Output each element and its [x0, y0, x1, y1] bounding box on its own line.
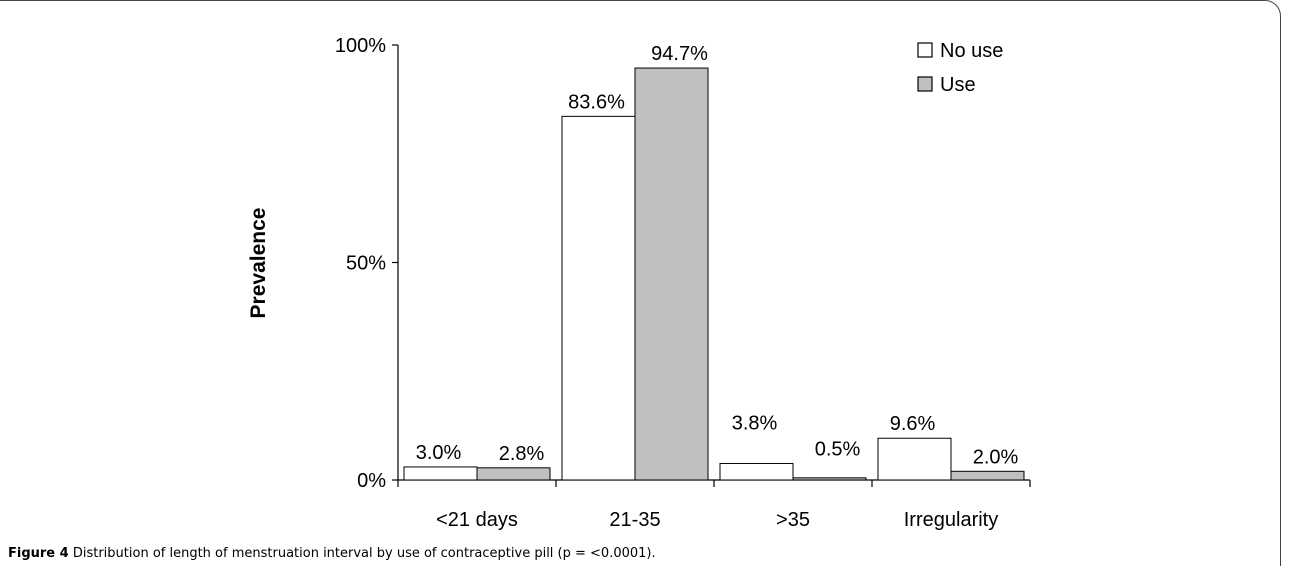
data-label-no-use: 3.0% — [416, 442, 462, 464]
bar-use — [634, 67, 709, 481]
bar-no-use — [561, 115, 636, 481]
data-label-no-use: 83.6% — [568, 91, 625, 113]
y-axis-label: Prevalence — [247, 208, 270, 319]
bar-use — [476, 467, 551, 481]
legend-swatch-use — [917, 76, 933, 92]
axes: 0% 50% 100% <21 days 21-35 >35 Irregularity — [335, 35, 1031, 531]
bar-use — [950, 470, 1025, 481]
bar-no-use — [719, 462, 794, 481]
y-tick-label: 50% — [346, 253, 386, 275]
y-tick-label: 100% — [335, 35, 386, 57]
data-label-no-use: 3.8% — [732, 412, 778, 434]
data-label-use: 2.8% — [499, 443, 545, 465]
data-label-use: 94.7% — [651, 43, 708, 65]
x-tick-label: <21 days — [436, 509, 518, 531]
x-tick-label: 21-35 — [609, 509, 660, 531]
data-label-use: 0.5% — [815, 438, 861, 460]
bar-no-use — [877, 437, 952, 481]
data-label-use: 2.0% — [973, 446, 1019, 468]
legend-label-no-use: No use — [940, 40, 1003, 62]
x-tick-label: Irregularity — [904, 509, 998, 531]
legend-label-use: Use — [940, 74, 976, 96]
figure-caption-text: Distribution of length of menstruation i… — [72, 546, 656, 561]
legend-swatch-no-use — [917, 42, 933, 58]
figure-caption: Figure 4 Distribution of length of menst… — [8, 546, 656, 561]
bar-chart: Prevalence 0% 50% 100% <21 days 21-35 >35 Irre… — [247, 35, 1031, 531]
x-tick-label: >35 — [776, 509, 810, 531]
bar-use — [792, 477, 867, 481]
data-label-no-use: 9.6% — [890, 413, 936, 435]
bars: 3.0% 2.8% 83.6% 94.7% 3.8% 0.5% 9.6% 2.0% — [403, 43, 1025, 481]
figure-label: Figure 4 — [8, 546, 69, 561]
bar-no-use — [403, 466, 478, 481]
legend: No use Use — [917, 40, 1003, 96]
y-tick-label: 0% — [357, 470, 386, 492]
